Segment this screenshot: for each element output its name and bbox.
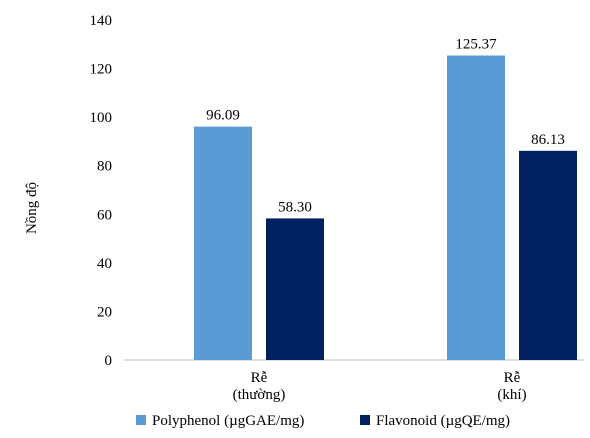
x-tick-label: (khí) xyxy=(497,387,526,403)
y-tick-label: 20 xyxy=(97,304,112,320)
bar-value-label: 125.37 xyxy=(455,37,497,53)
bar-value-label: 96.09 xyxy=(206,108,240,124)
bar xyxy=(266,218,324,360)
y-tick-label: 140 xyxy=(90,13,113,29)
y-tick-label: 100 xyxy=(90,110,113,126)
y-axis-label: Nồng độ xyxy=(24,182,40,234)
x-tick-label: Rễ xyxy=(504,370,521,386)
bar-value-label: 58.30 xyxy=(278,199,312,215)
bars xyxy=(194,55,577,360)
legend-label: Flavonoid (µgQE/mg) xyxy=(376,413,510,429)
y-tick-label: 120 xyxy=(90,62,113,78)
y-tick-label: 60 xyxy=(97,207,112,223)
y-tick-label: 80 xyxy=(97,159,112,175)
bar-value-label: 86.13 xyxy=(531,132,565,148)
bar xyxy=(447,55,505,360)
y-axis: 0 20 40 60 80 100 120 140 xyxy=(90,13,113,369)
legend-label: Polyphenol (µgGAE/mg) xyxy=(152,413,304,429)
y-tick-label: 40 xyxy=(97,256,112,272)
legend-swatch xyxy=(360,415,370,425)
legend-swatch xyxy=(136,415,146,425)
y-tick-label: 0 xyxy=(105,353,113,369)
legend: Polyphenol (µgGAE/mg) Flavonoid (µgQE/mg) xyxy=(136,413,510,429)
x-tick-labels: Rễ(thường)Rễ(khí) xyxy=(233,370,527,403)
bar-labels: 96.09 58.30 125.37 86.13 xyxy=(206,37,565,216)
bar xyxy=(519,150,577,360)
bar xyxy=(194,126,252,360)
x-tick-label: (thường) xyxy=(233,387,286,403)
x-tick-label: Rễ xyxy=(251,370,268,386)
